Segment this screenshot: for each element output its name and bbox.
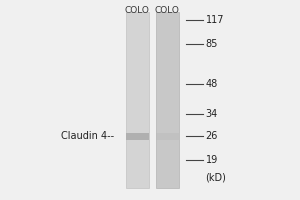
Text: 34: 34 <box>206 109 218 119</box>
Text: 19: 19 <box>206 155 218 165</box>
Bar <box>156 12 178 188</box>
Bar <box>126 12 148 188</box>
Bar <box>156 133 178 140</box>
Text: 85: 85 <box>206 39 218 49</box>
Text: (kD): (kD) <box>206 173 226 183</box>
Text: 26: 26 <box>206 131 218 141</box>
Bar <box>126 133 148 140</box>
Text: 48: 48 <box>206 79 218 89</box>
Text: COLO: COLO <box>124 6 149 15</box>
Text: Claudin 4--: Claudin 4-- <box>61 131 114 141</box>
Text: COLO: COLO <box>155 6 179 15</box>
Text: 117: 117 <box>206 15 224 25</box>
